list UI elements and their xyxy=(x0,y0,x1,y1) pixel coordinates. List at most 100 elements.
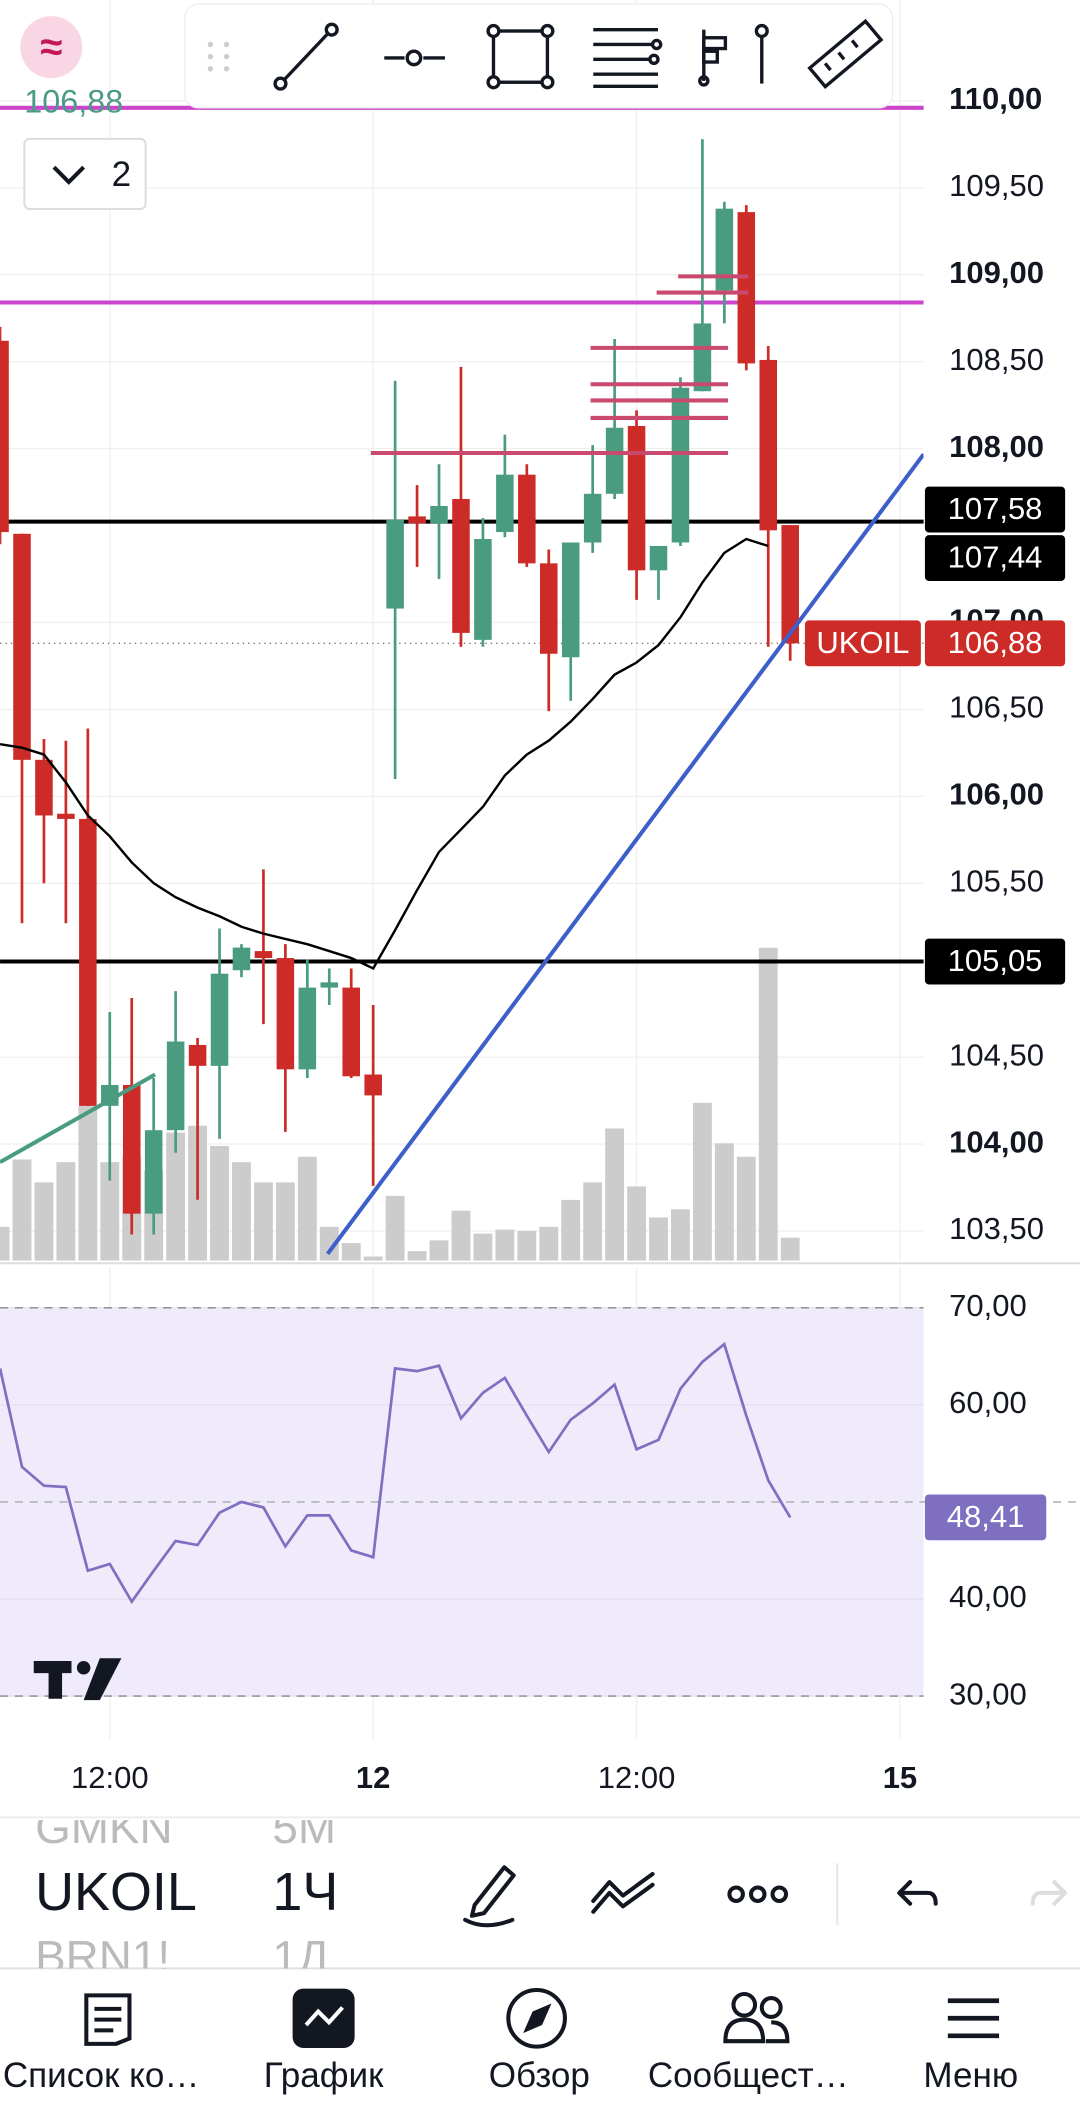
tv-logo xyxy=(33,1658,122,1701)
more-button[interactable] xyxy=(727,1885,789,1904)
symbol-tag-label: UKOIL xyxy=(816,625,909,660)
candle-body xyxy=(342,987,360,1077)
toolbar-frame xyxy=(184,3,894,109)
price-badge xyxy=(924,535,1066,581)
candle-body xyxy=(276,958,295,1070)
price-badges: 107,58 107,44 106,88 UKOIL 105,05 48,41 xyxy=(804,486,1066,1541)
logo-part xyxy=(76,1661,91,1675)
volume-bar xyxy=(671,1209,690,1261)
button-frame xyxy=(23,137,147,210)
symbol-logo-text: ≈ xyxy=(40,24,62,70)
volume-bar xyxy=(100,1162,120,1261)
nav-label: Сообщест… xyxy=(648,2056,849,2095)
nav-item[interactable]: График xyxy=(264,1988,384,2095)
volume-bar xyxy=(232,1162,251,1261)
undo-button[interactable] xyxy=(897,1880,938,1906)
symbol-interval: 1Ч xyxy=(272,1862,338,1922)
rsi-line xyxy=(0,1341,792,1605)
volume-bar xyxy=(429,1240,449,1261)
redo-button[interactable] xyxy=(1030,1880,1068,1906)
y-tick-label: 106,50 xyxy=(949,690,1044,725)
price-badge-label: 105,05 xyxy=(948,943,1043,978)
symbol-interval: 5М xyxy=(272,1802,336,1853)
fib-tool[interactable] xyxy=(593,27,663,88)
draw-button[interactable] xyxy=(463,1865,516,1928)
nav-label: Список ко… xyxy=(3,2056,200,2095)
rsi-badge-label: 48,41 xyxy=(947,1499,1025,1534)
volume-bar xyxy=(34,1182,54,1261)
explore-icon xyxy=(506,1987,567,2049)
volume-bar xyxy=(78,1105,98,1261)
candle-body xyxy=(561,542,580,658)
symbol-name: BRN1! xyxy=(35,1931,170,1982)
candle-body xyxy=(254,951,273,959)
volume-bar xyxy=(605,1128,625,1261)
trend-line-tool[interactable] xyxy=(273,22,339,91)
volume-bar xyxy=(275,1182,295,1261)
y-tick-label: 106,00 xyxy=(949,777,1044,812)
price-badge-label: 107,44 xyxy=(948,540,1043,575)
volume-bar xyxy=(319,1226,339,1261)
candle-body xyxy=(35,759,53,816)
candle-body xyxy=(13,533,31,760)
x-tick-label: 15 xyxy=(883,1760,917,1795)
symbol-picker: GMKN 5М UKOIL 1Ч BRN1! 1Д xyxy=(35,1802,338,1982)
drawings xyxy=(0,274,924,1256)
candle-body xyxy=(166,1041,185,1131)
price-badge-label: 106,88 xyxy=(948,625,1043,660)
volume-bar xyxy=(12,1159,32,1261)
logo-part xyxy=(48,1661,63,1699)
candle-body xyxy=(627,425,646,571)
projection-tool[interactable] xyxy=(698,23,769,87)
symbol-interval: 1Д xyxy=(272,1931,329,1982)
nav-item[interactable]: Обзор xyxy=(489,1987,590,2095)
x-tick-label: 12:00 xyxy=(598,1760,676,1795)
candle-body xyxy=(474,539,492,640)
volume-bar xyxy=(473,1233,493,1261)
symbol-tag xyxy=(804,620,921,667)
volume-bar xyxy=(495,1229,515,1261)
candle-body xyxy=(57,813,75,819)
candle-body xyxy=(452,499,470,633)
candle-body xyxy=(144,1130,163,1214)
chart-icon-line xyxy=(304,2006,344,2027)
drag-handle[interactable] xyxy=(207,41,230,72)
price-badge xyxy=(924,486,1066,533)
nav-item[interactable]: Меню xyxy=(923,1998,1018,2095)
y-tick-label: 108,50 xyxy=(949,342,1044,377)
volume-bar xyxy=(253,1182,273,1261)
symbol-item[interactable]: UKOIL 1Ч xyxy=(35,1862,338,1922)
volume-bar xyxy=(780,1237,800,1261)
moving-average xyxy=(0,537,769,970)
price-badge-label: 107,58 xyxy=(948,491,1043,526)
candle-body xyxy=(210,973,229,1066)
symbol-item[interactable]: BRN1! 1Д xyxy=(35,1931,329,1982)
volume-bar xyxy=(407,1251,427,1261)
volume-bar xyxy=(451,1210,471,1261)
trend-line xyxy=(326,453,924,1256)
nav-item[interactable]: Список ко… xyxy=(3,1993,200,2095)
price-badge xyxy=(924,938,1066,985)
trend-line xyxy=(0,1072,157,1164)
candle-body xyxy=(79,818,97,1106)
y-tick-label: 105,50 xyxy=(949,863,1044,898)
symbol-item[interactable]: GMKN 5М xyxy=(35,1802,336,1853)
indicators-button[interactable] xyxy=(591,1871,655,1914)
rectangle-tool[interactable] xyxy=(486,23,555,90)
volume-bar xyxy=(692,1102,712,1261)
chevron-icon xyxy=(52,165,86,185)
y-tick-label: 108,00 xyxy=(949,429,1044,464)
horizontal-ray-tool[interactable] xyxy=(384,49,445,67)
volume-bar xyxy=(0,1226,10,1261)
volume-layer xyxy=(0,947,800,1261)
price-badge xyxy=(924,620,1066,667)
volume-bar xyxy=(649,1217,668,1261)
candle-body xyxy=(430,505,448,524)
collapse-button[interactable]: 2 xyxy=(23,137,147,210)
indicator-count: 2 xyxy=(112,155,132,194)
candle-body xyxy=(188,1044,207,1066)
nav-item[interactable]: Сообщест… xyxy=(648,1991,849,2095)
symbol-logo[interactable] xyxy=(20,16,83,79)
candle-body xyxy=(122,1084,141,1214)
ruler-tool[interactable] xyxy=(807,18,884,89)
